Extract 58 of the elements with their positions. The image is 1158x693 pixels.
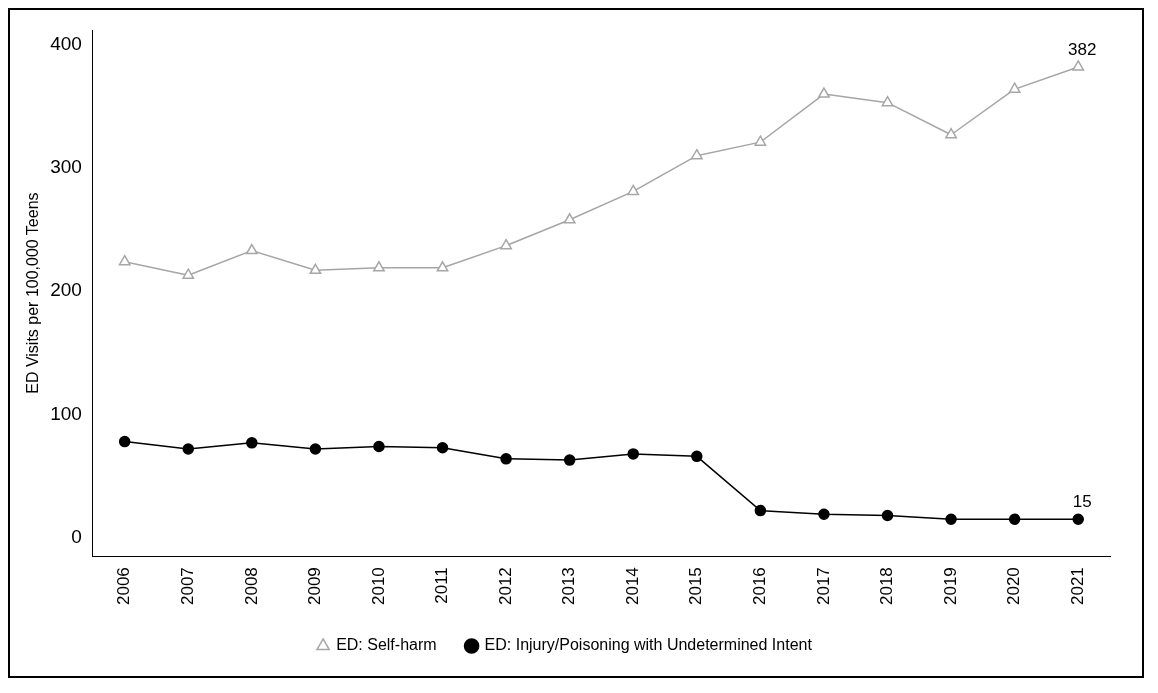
point [436, 441, 449, 454]
legend-label: ED: Self-harm [336, 636, 437, 654]
point [945, 513, 957, 525]
point [691, 450, 703, 463]
point [1008, 82, 1021, 93]
point [881, 509, 894, 522]
x-tick-label: 2013 [559, 567, 579, 606]
point [118, 254, 131, 266]
y-tick-label: 100 [50, 402, 82, 424]
point [373, 440, 385, 453]
point [563, 454, 576, 466]
x-tick-label: 2015 [686, 567, 706, 606]
x-tick-label: 2021 [1067, 567, 1087, 606]
x-tick-label: 2008 [241, 567, 261, 606]
point [118, 435, 131, 448]
point [245, 243, 258, 255]
legend-label: ED: Injury/Poisoning with Undetermined Intent [484, 636, 813, 654]
point [945, 127, 958, 139]
annotation: 382 [1068, 40, 1097, 60]
point [754, 135, 767, 146]
point [436, 261, 449, 272]
x-tick-label: 2006 [114, 567, 134, 606]
point [373, 261, 385, 272]
point [246, 437, 258, 449]
point [563, 213, 576, 224]
point [1072, 513, 1084, 525]
x-tick-label: 2018 [877, 567, 897, 606]
point [1008, 513, 1021, 525]
x-tick-label: 2020 [1004, 567, 1024, 606]
point [309, 263, 322, 275]
x-tick-label: 2010 [368, 567, 388, 606]
point [309, 443, 322, 455]
point [182, 443, 194, 455]
y-tick-label: 0 [71, 525, 82, 547]
point [627, 448, 639, 460]
x-tick-label: 2011 [432, 567, 452, 604]
x-tick-label: 2016 [750, 567, 770, 606]
x-tick-label: 2017 [813, 567, 833, 606]
y-tick-label: 300 [50, 156, 82, 178]
x-tick-label: 2009 [305, 567, 325, 606]
annotation: 15 [1072, 492, 1092, 512]
x-tick-label: 2012 [495, 567, 515, 606]
y-axis-title: ED Visits per 100,000 Teens [24, 192, 42, 394]
point [182, 268, 195, 279]
point [690, 148, 703, 160]
x-tick-label: 2019 [940, 567, 960, 606]
point [627, 184, 640, 196]
x-tick-label: 2007 [177, 567, 197, 606]
point [881, 95, 894, 107]
x-tick-label: 2014 [622, 567, 642, 606]
point [500, 453, 512, 465]
y-tick-label: 200 [50, 279, 82, 301]
point [818, 508, 830, 521]
y-tick-label: 400 [50, 33, 82, 55]
point [754, 504, 767, 517]
point [500, 238, 513, 250]
point [818, 87, 830, 98]
point [1072, 60, 1085, 71]
